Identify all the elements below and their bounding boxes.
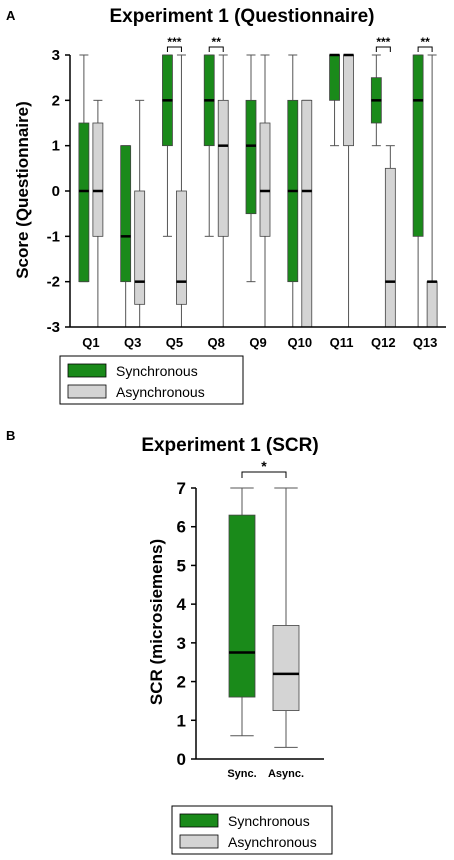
panel-b-y-tick-label-0: 7 (177, 479, 186, 498)
panel-a-y-tick-label-4: -1 (47, 228, 60, 245)
panel-a-sync-q9-box (245, 99, 257, 215)
panel-b-legend: Synchronous Asynchronous (171, 805, 333, 855)
panel-a-significance-q12: *** (376, 35, 390, 49)
panel-b-y-tick-label-3: 4 (177, 595, 187, 614)
panel-a-significance-q8: ** (212, 35, 222, 49)
panel-b-title: Experiment 1 (SCR) (141, 435, 318, 456)
panel-b-category-sync: Sync. (227, 768, 256, 780)
panel-a-y-tick-label-0: 3 (52, 47, 60, 64)
panel-b-y-tick-label-7: 0 (177, 750, 186, 769)
panel-b-y-tick-label-4: 3 (177, 634, 186, 653)
panel-b-legend-swatch-asynchronous (179, 834, 219, 849)
panel-a-async-q12-box (384, 167, 396, 328)
panel-b-async-box (272, 625, 300, 712)
panel-a-legend-swatch-asynchronous (67, 384, 107, 399)
panel-a-category-q5: Q5 (166, 335, 183, 350)
panel-a-significance-bracket-q5 (166, 46, 182, 52)
panel-b-legend-swatch-synchronous (179, 813, 219, 828)
panel-a-y-axis-label: Score (Questionnaire) (13, 101, 32, 279)
panel-b-legend-label-synchronous: Synchronous (228, 813, 310, 829)
panel-b-y-tick-label-2: 5 (177, 556, 186, 575)
panel-b-y-tick-label-1: 6 (177, 518, 186, 537)
panel-b-y-axis-label: SCR (microsiemens) (147, 539, 166, 705)
panel-a-async-q11-box (343, 54, 354, 147)
panel-b-y-tick-label-5: 2 (177, 673, 186, 692)
panel-b-significance-bracket (241, 471, 287, 478)
panel-a-category-q9: Q9 (249, 335, 266, 350)
panel-a-category-q12: Q12 (371, 335, 396, 350)
panel-a-letter: A (6, 8, 16, 23)
panel-a-async-q8-box (217, 99, 229, 237)
panel-a-sync-q1-box (78, 122, 90, 283)
panel-a-category-q10: Q10 (287, 335, 312, 350)
panel-a-legend-label-synchronous: Synchronous (116, 363, 198, 379)
panel-b-legend-label-asynchronous: Asynchronous (228, 834, 317, 850)
panel-a-sync-q3-box (120, 145, 132, 283)
panel-a-async-q10-box (301, 99, 313, 328)
panel-a-significance-bracket-q8 (208, 46, 224, 52)
panel-a-legend-swatch-synchronous (67, 363, 107, 378)
panel-a-y-tick-label-5: -2 (47, 274, 60, 291)
panel-a-significance-bracket-q12 (375, 46, 391, 52)
panel-a-async-q13-box (426, 281, 438, 328)
panel-a-category-q3: Q3 (124, 335, 141, 350)
panel-a-category-q8: Q8 (208, 335, 225, 350)
panel-a-sync-q11-box (329, 54, 340, 101)
panel-a-async-q1-box (92, 122, 104, 237)
panel-a-significance-q5: *** (167, 35, 181, 49)
panel-b-category-async: Async. (268, 768, 304, 780)
panel-a-y-tick-label-6: -3 (47, 319, 60, 336)
panel-b-significance: * (261, 458, 267, 474)
panel-a-legend-label-asynchronous: Asynchronous (116, 384, 205, 400)
panel-a-y-tick-label-2: 1 (52, 138, 60, 155)
panel-a-legend: Synchronous Asynchronous (59, 355, 244, 405)
panel-a-title: Experiment 1 (Questionnaire) (109, 6, 374, 27)
panel-a-category-q11: Q11 (330, 335, 354, 350)
panel-a-category-q1: Q1 (82, 335, 99, 350)
panel-a-async-q5-box (176, 190, 187, 305)
panel-b-chart: B Experiment 1 (SCR) SCR (microsiemens) … (6, 428, 333, 855)
panel-a-y-tick-label-3: 0 (52, 183, 60, 200)
panel-a-sync-q13-box (412, 54, 424, 237)
panel-b-sync-box (228, 514, 256, 698)
panel-a-significance-q13: ** (420, 35, 430, 49)
panel-a-chart: A Experiment 1 (Questionnaire) Score (Qu… (6, 6, 446, 405)
panel-a-y-tick-label-1: 2 (52, 92, 60, 109)
panel-a-significance-bracket-q13 (417, 46, 433, 52)
panel-b-y-tick-label-6: 1 (177, 711, 186, 730)
panel-a-async-q3-box (134, 190, 146, 305)
panel-a-category-q13: Q13 (413, 335, 438, 350)
panel-a-async-q9-box (259, 122, 271, 237)
panel-b-letter: B (6, 428, 15, 443)
